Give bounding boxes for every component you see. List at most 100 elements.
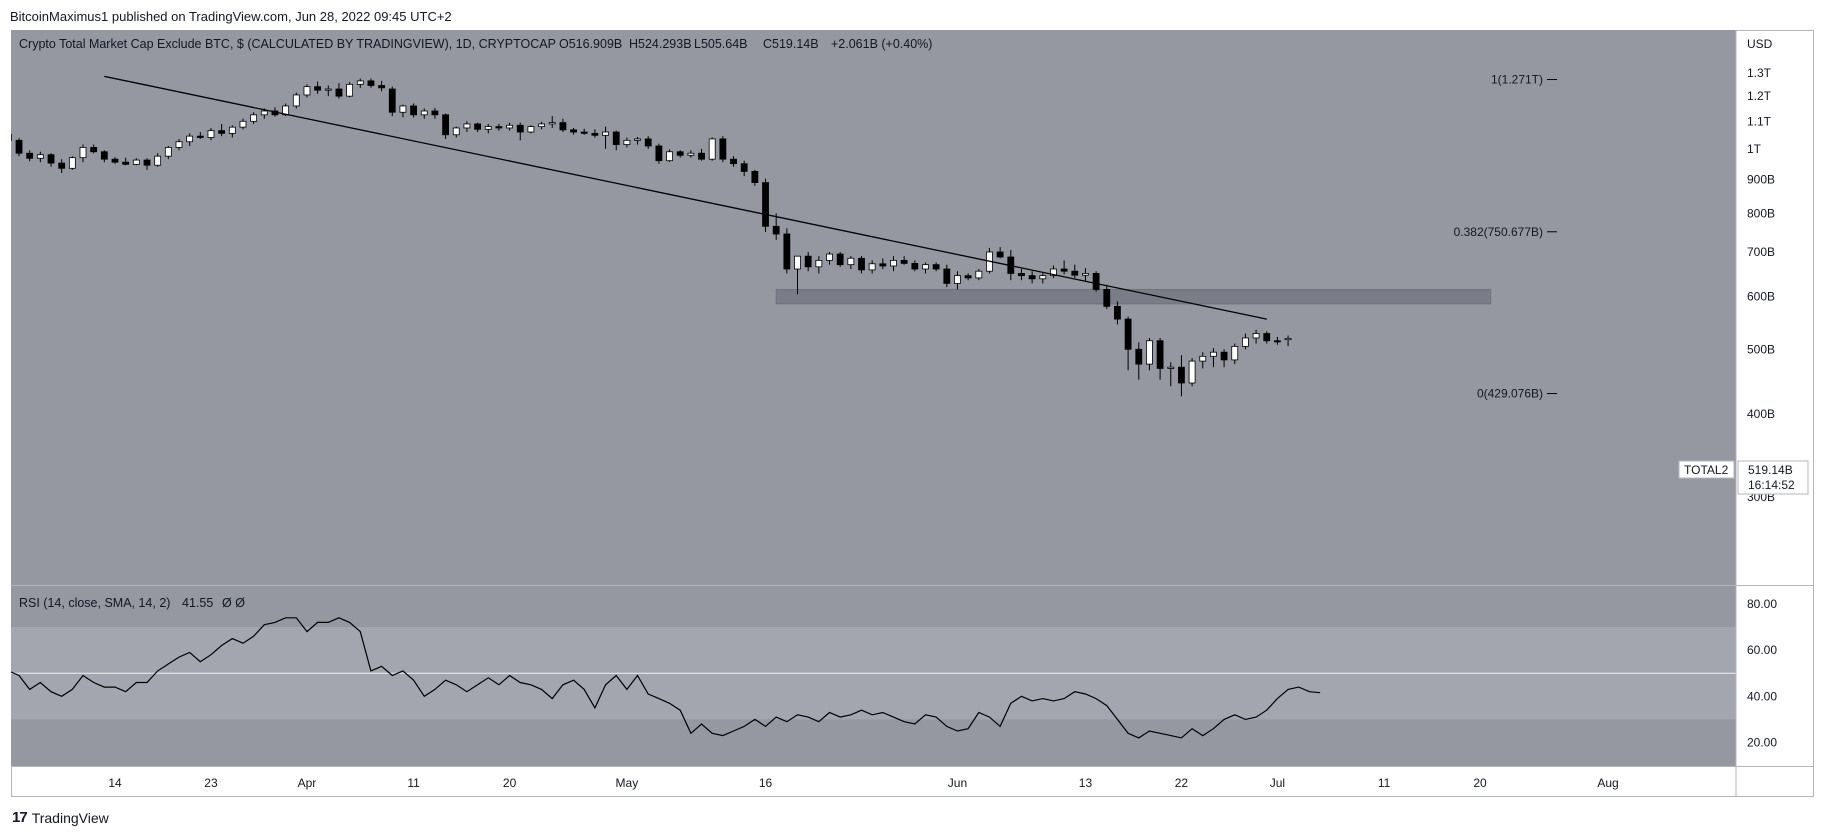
candle-body (868, 263, 876, 271)
candle-body (751, 171, 759, 183)
candle-body (847, 257, 855, 266)
time-tick-label: Apr (298, 776, 317, 790)
time-axis[interactable]: 14 23 Apr 11 20 May 16 Jun 13 22 Jul 11 20 Aug (108, 776, 1618, 790)
candle-body (964, 275, 972, 279)
candle-body (452, 127, 460, 136)
candle-body (1263, 333, 1271, 342)
chart-title: Crypto Total Market Cap Exclude BTC, $ (… (19, 37, 556, 51)
price-tick-label: 800B (1747, 206, 1775, 220)
candle-body (250, 114, 258, 122)
candle-body (324, 88, 332, 91)
price-axis[interactable]: 1.3T1.2T1.1T1T900B800B700B600B500B400B30… (1747, 66, 1775, 504)
candle-body (516, 124, 524, 133)
candle-body (303, 86, 311, 96)
candle-body (79, 147, 87, 159)
candle-body (47, 154, 55, 164)
candle-body (996, 251, 1004, 258)
support-zone[interactable] (775, 288, 1492, 305)
descending-trendline[interactable] (104, 75, 1267, 320)
price-tick-label: 600B (1747, 290, 1775, 304)
rsi-tick-label: 60.00 (1747, 643, 1777, 657)
candle-body (196, 135, 204, 138)
candle-body (538, 123, 545, 128)
candle-body (815, 259, 823, 268)
candle-body (68, 157, 76, 169)
bar-countdown: 16:14:52 (1748, 478, 1795, 492)
candle-body (676, 151, 684, 156)
time-tick-label: 22 (1175, 776, 1189, 790)
candle-body (794, 255, 801, 270)
symbol-badge (1678, 460, 1735, 479)
price-tick-label: 1.1T (1747, 114, 1772, 128)
symbol-label: TOTAL2 (1684, 463, 1729, 477)
candle-body (644, 138, 652, 147)
candle-body (164, 147, 172, 157)
ohlc-legend: O516.909B H524.293B L505.64B C519.14B +2.061… (559, 37, 932, 51)
tradingview-logo[interactable]: 17 TradingView (12, 809, 109, 826)
tradingview-mark-icon: 17 (12, 809, 28, 826)
price-tick-label: 1.3T (1747, 66, 1772, 80)
time-tick-label: 14 (108, 776, 122, 790)
candle-body (111, 158, 119, 163)
candle-body (314, 86, 322, 91)
candle-body (484, 126, 492, 130)
candle-body (378, 85, 386, 89)
candle-body (858, 257, 865, 271)
candle-body (1210, 351, 1217, 357)
ohlc-value-o: O516.909B (559, 37, 622, 51)
candle-body (932, 264, 940, 270)
candle-body (1199, 355, 1207, 362)
price-tick-label: 400B (1747, 407, 1775, 421)
time-tick-label: 20 (1473, 776, 1487, 790)
candle-body (218, 130, 226, 134)
candle-body (143, 159, 151, 166)
candle-body (655, 145, 663, 162)
candle-body (506, 124, 513, 129)
candle-body (442, 114, 449, 136)
price-tick-label: 700B (1747, 245, 1775, 259)
candle-body (826, 253, 833, 261)
time-tick-label: 20 (503, 776, 517, 790)
rsi-tick-label: 20.00 (1747, 736, 1777, 750)
candle-body (943, 268, 951, 284)
candle-body (1188, 360, 1196, 384)
candle-body (559, 122, 567, 131)
candle-body (1082, 273, 1089, 276)
rsi-axis[interactable]: 80.00 60.00 40.00 20.00 (1747, 597, 1777, 750)
candle-body (260, 110, 268, 116)
candle-body (388, 88, 396, 113)
candle-body (548, 122, 556, 125)
candle-body (175, 141, 183, 148)
price-tick-label: 1T (1747, 142, 1762, 156)
candle-body (239, 120, 247, 128)
candle-body (1220, 351, 1228, 361)
ohlc-value-l: L505.64B (694, 37, 748, 51)
time-tick-label: May (616, 776, 639, 790)
candle-body (623, 139, 631, 145)
candle-body (410, 105, 418, 116)
time-tick-label: 11 (407, 776, 420, 790)
candle-body (1274, 340, 1281, 343)
candle-body (922, 264, 929, 270)
candle-body (1071, 270, 1079, 276)
candle-body (580, 131, 588, 134)
candle-body (1146, 340, 1153, 365)
price-chart[interactable]: 1(1.271T) 0.382(750.677B) 0(429.076B) Cryp… (11, 30, 1814, 797)
candle-body (1039, 275, 1047, 280)
candle-body (58, 162, 66, 169)
candle-body (335, 88, 343, 97)
candle-body (783, 233, 791, 270)
candle-body (90, 147, 98, 153)
candle-body (730, 158, 737, 165)
candle-body (495, 126, 503, 129)
candle-body (687, 152, 695, 156)
candle-body (207, 130, 215, 138)
candles-group (11, 78, 1292, 397)
ohlc-value-h: H524.293B (629, 37, 692, 51)
price-pane-background (11, 30, 1736, 585)
candle-body (1103, 289, 1111, 307)
candle-body (719, 138, 727, 160)
candle-body (762, 182, 769, 227)
candle-body (772, 225, 780, 235)
candle-body (740, 163, 748, 172)
